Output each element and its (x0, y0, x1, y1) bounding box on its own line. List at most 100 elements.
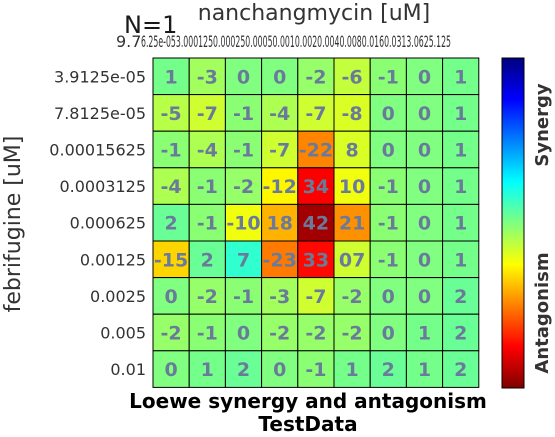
heatmap-cell (188, 57, 226, 96)
heatmap-cell-label: 2 (237, 359, 250, 381)
heatmap-cell (442, 57, 480, 96)
heatmap-cell-label: 1 (345, 359, 358, 381)
heatmap-cell-label: 7 (237, 249, 250, 271)
heatmap-cell (188, 203, 226, 242)
heatmap-cell (297, 277, 335, 315)
heatmap-cell-label: 42 (303, 213, 329, 235)
heatmap-cell-label: -2 (197, 286, 218, 308)
heatmap-cell-label: 0 (164, 286, 177, 308)
heatmap-cell-label: -2 (233, 176, 254, 198)
heatmap-cell-label: 0 (382, 103, 395, 125)
heatmap-cell (442, 240, 480, 279)
heatmap-cell (152, 94, 190, 132)
heatmap-cell-label: -1 (378, 213, 399, 235)
heatmap-cell (369, 350, 407, 388)
heatmap-cell (442, 203, 480, 242)
heatmap-cell-label: -6 (342, 66, 363, 88)
heatmap-cell (297, 203, 335, 242)
heatmap-cell (261, 167, 299, 205)
heatmap-cell (188, 313, 226, 352)
heatmap-cell-label: -4 (161, 176, 182, 198)
heatmap-cell (297, 130, 335, 169)
row-tick-label: 0.0025 (90, 287, 146, 306)
heatmap-cell-label: 1 (164, 66, 177, 88)
heatmap-cell-label: -12 (263, 176, 297, 198)
heatmap-cell (442, 130, 480, 169)
heatmap-cell (152, 350, 190, 388)
heatmap-cell-label: -7 (305, 103, 326, 125)
row-tick-label: 0.00125 (80, 250, 146, 269)
heatmap-cell-label: 8 (345, 140, 358, 162)
heatmap-cell (152, 240, 190, 279)
heatmap-cell (442, 167, 480, 205)
heatmap-cell-label: 0 (382, 140, 395, 162)
heatmap-cell (224, 94, 263, 132)
heatmap-cell-label: 1 (201, 359, 214, 381)
heatmap-cell-label: 0 (418, 103, 431, 125)
heatmap-cell-label: 0 (418, 213, 431, 235)
heatmap-cell (297, 313, 335, 352)
heatmap-cell-label: 2 (454, 359, 467, 381)
heatmap-cell-label: -23 (263, 249, 297, 271)
heatmap-cell-label: 2 (164, 213, 177, 235)
heatmap-cell-label: -1 (305, 359, 326, 381)
heatmap-cell (405, 277, 444, 315)
heatmap-cell (442, 350, 480, 388)
heatmap-cell (369, 240, 407, 279)
top-axis-label: nanchangmycin [uM] (198, 1, 430, 26)
heatmap-cell (442, 94, 480, 132)
heatmap-cell-label: 1 (418, 359, 431, 381)
heatmap-cell-label: 0 (418, 286, 431, 308)
heatmap-cell (188, 277, 226, 315)
row-tick-label: 0.000625 (70, 214, 146, 233)
heatmap-cell-label: -3 (197, 66, 218, 88)
annotation-label: N=1 (124, 11, 177, 39)
heatmap-cell-label: -1 (378, 249, 399, 271)
row-tick-label: 7.8125e-05 (54, 104, 146, 123)
top-axis-tick-label: 9.7 (116, 32, 141, 51)
row-tick-label: 0.01 (110, 360, 146, 379)
heatmap-cell (152, 57, 190, 96)
heatmap-cell-label: 1 (454, 176, 467, 198)
heatmap-cell (442, 313, 480, 352)
heatmap-cell-label: -1 (378, 66, 399, 88)
heatmap-cell-label: 2 (454, 323, 467, 345)
colorbar (501, 57, 525, 389)
heatmap-cell-label: 0 (382, 286, 395, 308)
heatmap-cell (405, 203, 444, 242)
heatmap-cell-label: -1 (233, 140, 254, 162)
heatmap-cell-labels: 1 -3 0 0 -2 -6 -1 0 1-5 -7 -1 -4 -7 -8 0 0 1-1 -4 -1 -7 -22 8… (154, 66, 467, 381)
heatmap-cell-label: -5 (161, 103, 182, 125)
row-tick-labels: 3.9125e-05 7.8125e-05 0.00015625 0.0003125 0… (49, 67, 146, 379)
heatmap-cell (297, 94, 335, 132)
top-axis-tick-labels-overlap: 6.25e-053.0001250.000250.00050.0010.0020… (141, 32, 451, 51)
chart-title: Loewe synergy and antagonism (129, 389, 487, 413)
heatmap-cell (405, 130, 444, 169)
colorbar-synergy-label: Synergy (532, 83, 553, 166)
heatmap-cell-label: 18 (266, 213, 292, 235)
heatmap-cell-label: 34 (303, 176, 329, 198)
heatmap-cell-label: 1 (454, 66, 467, 88)
heatmap-cell-label: 0 (164, 359, 177, 381)
heatmap-cell-label: -1 (161, 140, 182, 162)
heatmap-cell-label: 0 (237, 323, 250, 345)
heatmap-cell-label: -1 (197, 176, 218, 198)
row-tick-label: 0.0003125 (59, 177, 146, 196)
heatmap-cell (152, 277, 190, 315)
heatmap-cell-label: -2 (161, 323, 182, 345)
heatmap-cell-label: 0 (273, 66, 286, 88)
heatmap-cell-label: -2 (305, 66, 326, 88)
heatmap-cell-label: 2 (454, 286, 467, 308)
heatmap-cell-label: 10 (339, 176, 365, 198)
heatmap-cell (333, 277, 371, 315)
heatmap-cell-label: -4 (197, 140, 218, 162)
heatmap-cell-label: 0 (418, 176, 431, 198)
heatmap-cell-label: -1 (233, 103, 254, 125)
heatmap-cell-label: -7 (197, 103, 218, 125)
heatmap-cell (261, 350, 299, 388)
heatmap-cell-label: 21 (339, 213, 365, 235)
heatmap-cell-label: 2 (382, 359, 395, 381)
heatmap-cell-label: 07 (339, 249, 365, 271)
heatmap-cell (405, 57, 444, 96)
